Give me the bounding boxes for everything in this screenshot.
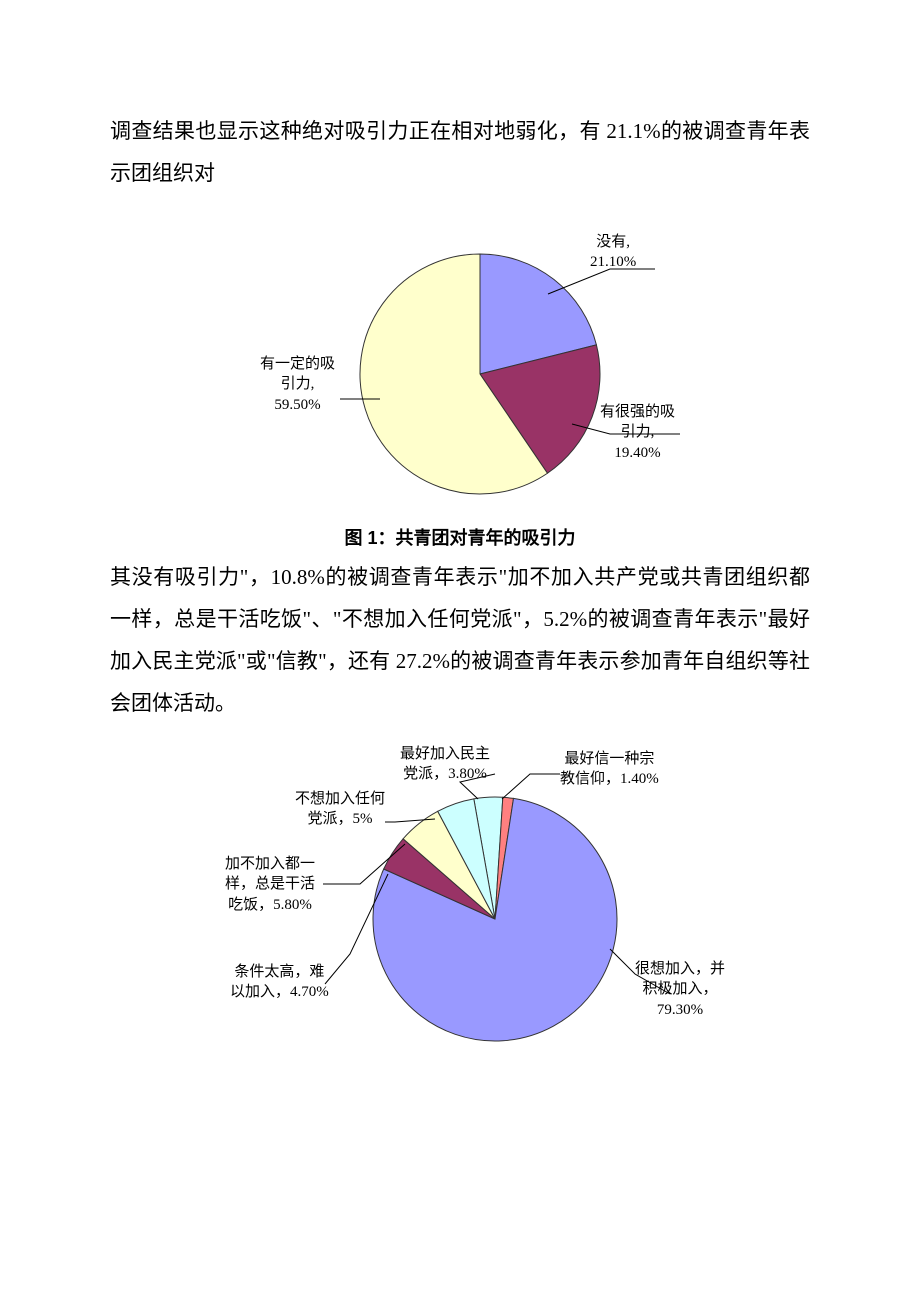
chart-1-caption: 图 1：共青团对青年的吸引力 <box>110 524 810 550</box>
slice-label: 有一定的吸 引力, 59.50% <box>260 354 335 415</box>
slice-label: 最好信一种宗 教信仰，1.40% <box>560 749 659 790</box>
slice-label: 没有, 21.10% <box>590 232 636 273</box>
slice-label: 很想加入，并 积极加入， 79.30% <box>635 959 725 1020</box>
slice-label: 不想加入任何 党派，5% <box>295 789 385 830</box>
leader-line <box>502 774 560 799</box>
paragraph-2: 其没有吸引力"，10.8%的被调查青年表示"加不加入共产党或共青团组织都一样，总… <box>110 556 810 724</box>
slice-label: 条件太高，难 以加入，4.70% <box>230 962 329 1003</box>
paragraph-1: 调查结果也显示这种绝对吸引力正在相对地弱化，有 21.1%的被调查青年表示团组织… <box>110 110 810 194</box>
slice-label: 有很强的吸 引力, 19.40% <box>600 402 675 463</box>
chart-2: 最好加入民主 党派，3.80% 最好信一种宗 教信仰，1.40% 很想加入，并 积极… <box>160 744 760 1074</box>
slice-label: 最好加入民主 党派，3.80% <box>400 744 490 785</box>
chart-1: 没有, 21.10% 有很强的吸 引力, 19.40% 有一定的吸 引力, 59.5… <box>200 214 720 514</box>
slice-label: 加不加入都一 样，总是干活 吃饭，5.80% <box>225 854 315 915</box>
